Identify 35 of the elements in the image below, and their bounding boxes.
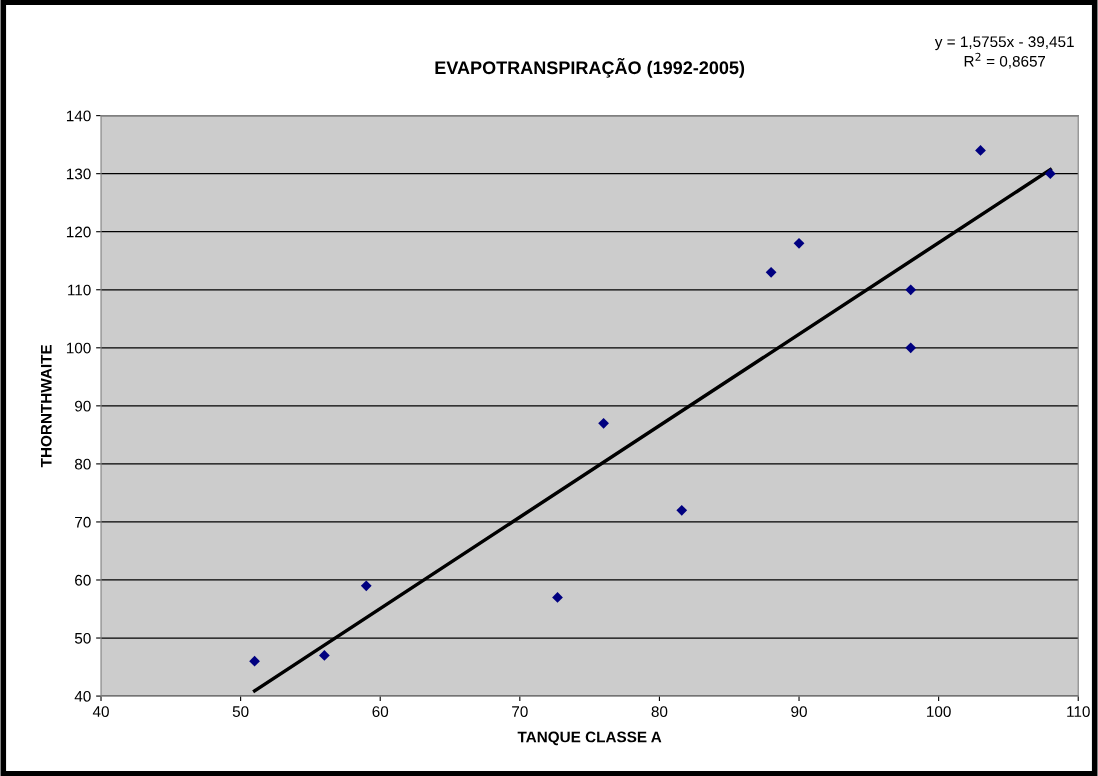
- point: [905, 342, 917, 354]
- y-axis-title: THORNTHWAITE: [40, 344, 52, 468]
- y-tick-label: 100: [66, 342, 91, 354]
- x-tick-label: 40: [92, 706, 109, 718]
- point: [319, 650, 330, 661]
- y-tick-label: 80: [74, 458, 91, 470]
- x-axis-title: TANQUE CLASSE A: [517, 731, 662, 746]
- x-tick-label: 100: [927, 706, 951, 718]
- x-tick-label: 80: [651, 706, 668, 718]
- point: [975, 145, 986, 156]
- y-tick-label: 120: [66, 226, 91, 238]
- point: [598, 417, 609, 429]
- x-tick-label: 60: [372, 706, 389, 718]
- x-tick-label: 90: [791, 706, 807, 718]
- y-tick-label: 110: [68, 284, 91, 296]
- point: [676, 504, 688, 516]
- y-tick-label: 50: [74, 632, 91, 644]
- y-tick-label: 60: [75, 574, 91, 586]
- point: [360, 580, 372, 592]
- x-tick-label: 110: [1067, 706, 1090, 718]
- point: [249, 655, 260, 667]
- y-tick-label: 140: [66, 110, 91, 122]
- y-tick-label: 40: [74, 690, 91, 702]
- chart-title: EVAPOTRANSPIRAÇÃO (1992-2005): [435, 57, 745, 78]
- text: y = 1,5755x - 39,451 R$^{2}$ = 0,8657: [934, 36, 1074, 69]
- x-tick-label: 70: [512, 706, 528, 718]
- point: [552, 592, 563, 603]
- point: [793, 237, 805, 249]
- y-tick-label: 90: [75, 400, 91, 412]
- point: [1044, 168, 1056, 180]
- x-tick-label: 50: [232, 706, 249, 718]
- point: [905, 284, 917, 296]
- y-tick-label: 70: [75, 516, 91, 528]
- y-tick-label: 130: [66, 168, 91, 180]
- point: [765, 266, 777, 278]
